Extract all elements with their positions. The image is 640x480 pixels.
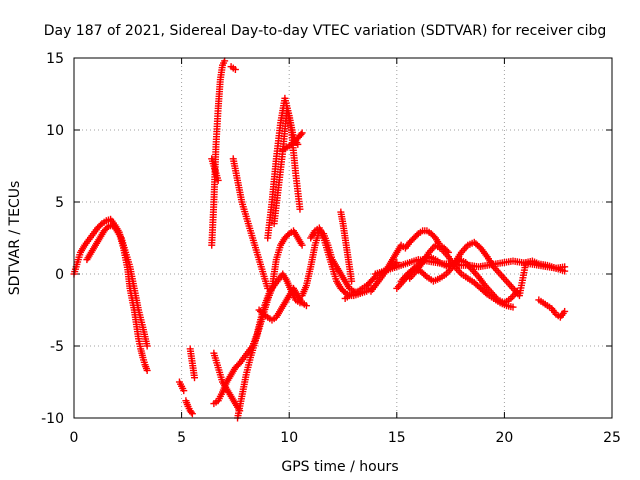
data-point — [297, 130, 305, 138]
y-tick-label: 10 — [46, 123, 64, 139]
data-point — [97, 221, 105, 229]
data-point — [221, 57, 229, 65]
y-tick-label: -10 — [41, 411, 64, 427]
data-point — [103, 224, 111, 232]
data-point — [284, 231, 292, 239]
chart-title: Day 187 of 2021, Sidereal Day-to-day VTE… — [44, 23, 607, 39]
x-tick-label: 10 — [280, 430, 298, 446]
data-point — [513, 287, 521, 295]
data-point — [421, 271, 429, 279]
data-point — [298, 129, 306, 137]
data-point — [413, 231, 421, 239]
data-point — [187, 408, 195, 416]
data-point — [298, 241, 306, 249]
y-tick-label: -5 — [50, 339, 64, 355]
plot-border — [73, 57, 613, 419]
x-tick-label: 5 — [177, 430, 186, 446]
data-point — [302, 302, 310, 310]
data-point — [231, 66, 239, 74]
data-point — [188, 410, 196, 418]
data-point — [143, 342, 151, 350]
y-tick-label: 15 — [46, 51, 64, 67]
data-point — [180, 387, 188, 395]
data-point — [214, 176, 222, 184]
data-point — [143, 366, 151, 374]
x-axis-label: GPS time / hours — [281, 459, 398, 475]
y-tick-labels: -10 -5 0 5 10 15 — [41, 51, 64, 427]
data-point — [296, 205, 304, 213]
x-tick-labels: 0 5 10 15 20 25 — [70, 430, 621, 446]
data-point — [258, 309, 266, 317]
data-point — [561, 267, 569, 275]
data-point — [191, 374, 199, 382]
data-point — [370, 274, 378, 282]
x-tick-label: 0 — [70, 430, 79, 446]
data-point — [340, 287, 348, 295]
data-point — [294, 140, 302, 148]
y-axis-label: SDTVAR / TECUs — [7, 181, 23, 296]
data-point — [348, 277, 356, 285]
data-point — [482, 289, 490, 297]
y-tick-label: 5 — [55, 195, 64, 211]
y-tick-label: 0 — [55, 267, 64, 283]
x-tick-label: 20 — [495, 430, 513, 446]
data-point — [509, 303, 517, 311]
x-tick-label: 15 — [388, 430, 406, 446]
data-points — [70, 57, 569, 422]
x-tick-label: 25 — [603, 430, 621, 446]
data-point — [561, 307, 569, 315]
